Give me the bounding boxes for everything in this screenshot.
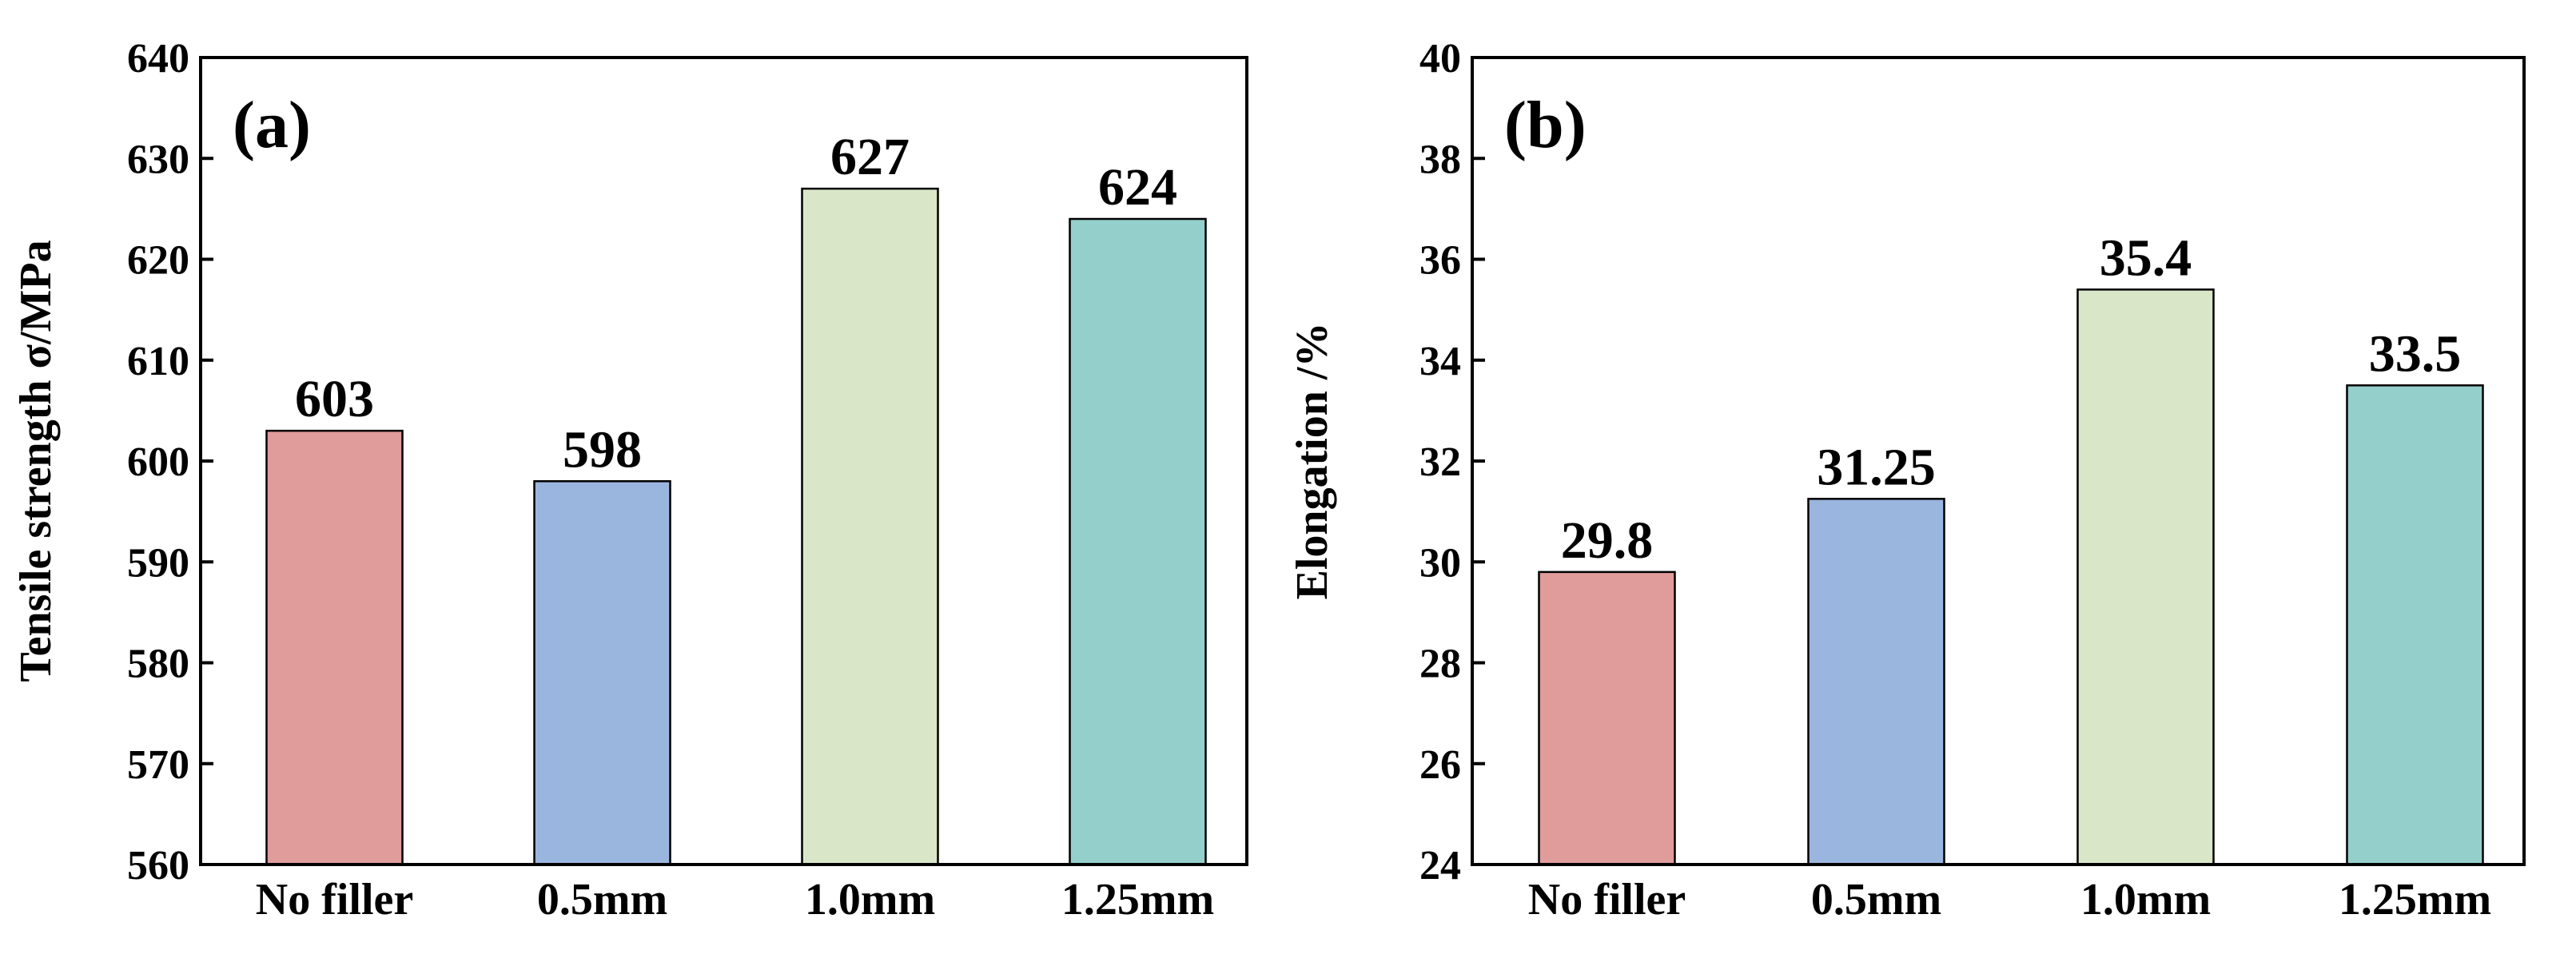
- panel-b-category-label-3: 1.25mm: [2339, 875, 2491, 924]
- panel-a-bar-2: [801, 187, 939, 866]
- panel-a-ytick-label-8: 640: [127, 36, 189, 81]
- panel-b-bar-2: [2076, 288, 2215, 866]
- panel-b-ytick-label-3: 30: [1419, 540, 1461, 586]
- panel-b-data-label-1: 31.25: [1817, 438, 1936, 496]
- panel-a-ytick-label-6: 620: [127, 238, 189, 284]
- panel-b-data-label-0: 29.8: [1561, 511, 1654, 570]
- panel-a-data-label-1: 598: [563, 420, 642, 479]
- panel-a-ytick-label-0: 560: [127, 843, 189, 888]
- panel-b-category-label-0: No filler: [1528, 875, 1686, 924]
- panel-b-category-label-1: 0.5mm: [1811, 875, 1941, 924]
- panel-a: 603 598 627 624 560 570 580 590 600 610 620 630 640 N…: [11, 36, 1248, 924]
- panel-b-ytick-label-4: 32: [1419, 439, 1461, 485]
- panel-b-bar-1: [1807, 498, 1945, 866]
- panel-b-category-label-2: 1.0mm: [2080, 875, 2211, 924]
- panel-a-bar-1: [533, 480, 671, 866]
- panel-b-bar-0: [1538, 570, 1676, 866]
- panel-b-data-label-2: 35.4: [2100, 229, 2192, 287]
- panel-b: 29.8 31.25 35.4 33.5 24 26 28 30 32 34 36 38 40 No fi…: [1288, 36, 2526, 924]
- panel-a-bar-3: [1069, 217, 1207, 866]
- panel-a-ytick-label-4: 600: [127, 439, 189, 485]
- panel-b-data-label-3: 33.5: [2369, 324, 2462, 383]
- panel-a-ytick-label-2: 580: [127, 642, 189, 687]
- panel-a-ytick-label-5: 610: [127, 339, 189, 384]
- panel-a-data-label-0: 603: [295, 370, 374, 428]
- panel-a-data-label-2: 627: [830, 128, 910, 186]
- panel-a-category-label-2: 1.0mm: [805, 875, 935, 924]
- panel-a-category-label-0: No filler: [256, 875, 413, 924]
- panel-b-label: (b): [1504, 88, 1587, 162]
- panel-b-ytick-label-1: 26: [1419, 742, 1461, 788]
- panel-a-ytick-label-7: 630: [127, 137, 189, 182]
- panel-b-ytick-label-2: 28: [1419, 642, 1461, 687]
- panel-a-category-label-3: 1.25mm: [1061, 875, 1214, 924]
- panel-b-bar-3: [2346, 384, 2484, 866]
- panel-b-ytick-label-0: 24: [1419, 843, 1461, 888]
- panel-a-ytick-label-3: 590: [127, 540, 189, 586]
- panel-a-data-label-3: 624: [1098, 158, 1177, 217]
- panel-a-category-label-1: 0.5mm: [537, 875, 667, 924]
- panel-a-y-axis-title: Tensile strength σ/MPa: [11, 240, 61, 682]
- panel-a-label: (a): [233, 88, 311, 162]
- panel-b-ytick-label-5: 34: [1419, 339, 1461, 384]
- panel-b-ytick-label-7: 38: [1419, 137, 1461, 182]
- panel-a-bar-0: [265, 429, 404, 866]
- panel-b-ytick-label-6: 36: [1419, 238, 1461, 284]
- panel-b-y-axis-title: Elongation /%: [1288, 323, 1337, 600]
- panel-a-ytick-label-1: 570: [127, 742, 189, 788]
- panel-b-ytick-label-8: 40: [1419, 36, 1461, 81]
